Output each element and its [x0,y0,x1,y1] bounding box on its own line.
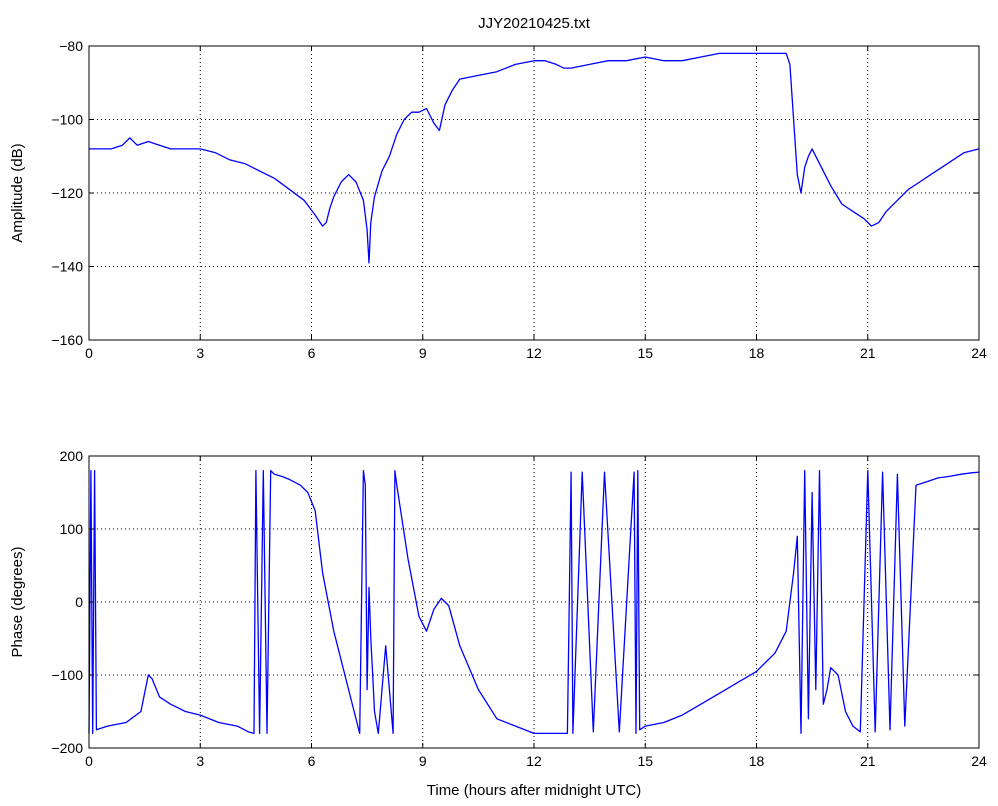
phase-x-tick-label: 0 [85,753,93,769]
phase-panel: 0 3 6 9 12 15 18 21 24 −200 −100 0 100 200 Phase (deg… [9,448,987,799]
phase-x-tick-label: 24 [971,753,987,769]
phase-y-tick-label: 0 [75,594,83,610]
amplitude-x-tick-label: 3 [196,345,204,361]
amplitude-panel: 0 3 6 9 12 15 18 21 24 −160 −140 −120 −100 −80 Amplit… [9,38,987,361]
phase-x-tick-label: 6 [308,753,316,769]
phase-x-tick-label: 21 [860,753,876,769]
phase-y-tick-label: −100 [51,667,83,683]
amplitude-y-axis-label: Amplitude (dB) [9,143,26,242]
phase-x-tick-label: 15 [637,753,653,769]
phase-y-tick-label: 200 [60,448,84,464]
phase-x-tick-label: 12 [526,753,542,769]
phase-x-tick-label: 9 [419,753,427,769]
amplitude-series-group [89,52,980,264]
phase-x-tick-label: 3 [196,753,204,769]
phase-y-tick-label: −200 [51,740,83,756]
phase-series-line [88,469,980,735]
phase-series-group [88,469,980,735]
amplitude-chart-title: JJY20210425.txt [478,15,591,32]
amplitude-x-tick-label: 12 [526,345,542,361]
amplitude-ticks: 0 3 6 9 12 15 18 21 24 −160 −140 −120 −100 −80 [51,38,987,361]
amplitude-x-tick-label: 9 [419,345,427,361]
amplitude-series-line [89,52,980,264]
amplitude-x-tick-label: 15 [637,345,653,361]
amplitude-x-tick-label: 18 [749,345,765,361]
amplitude-y-tick-label: −80 [59,38,83,54]
time-x-axis-label: Time (hours after midnight UTC) [427,782,642,799]
amplitude-y-tick-label: −100 [51,112,83,128]
phase-grid [89,456,979,748]
amplitude-x-tick-label: 0 [85,345,93,361]
amplitude-grid [89,46,979,340]
phase-x-tick-label: 18 [749,753,765,769]
phase-y-axis-label: Phase (degrees) [9,547,26,658]
phase-ticks: 0 3 6 9 12 15 18 21 24 −200 −100 0 100 200 [51,448,987,769]
amplitude-x-tick-label: 6 [308,345,316,361]
amplitude-x-tick-label: 24 [971,345,987,361]
amplitude-x-tick-label: 21 [860,345,876,361]
amplitude-y-tick-label: −120 [51,185,83,201]
phase-y-tick-label: 100 [60,521,84,537]
amplitude-y-tick-label: −160 [51,332,83,348]
amplitude-y-tick-label: −140 [51,259,83,275]
